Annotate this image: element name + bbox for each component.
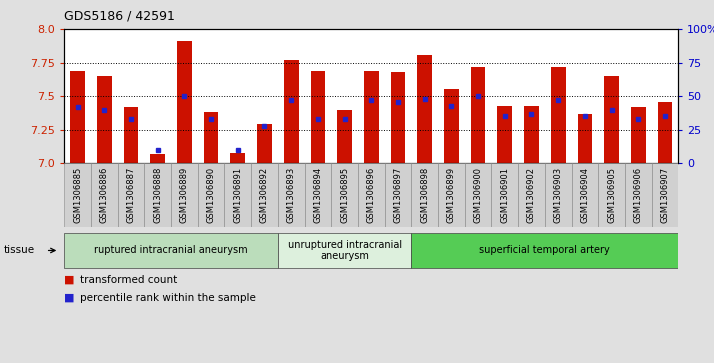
Bar <box>491 163 518 227</box>
Bar <box>144 163 171 227</box>
Bar <box>278 163 305 227</box>
Text: GSM1306889: GSM1306889 <box>180 167 189 223</box>
Bar <box>198 163 224 227</box>
Text: unruptured intracranial
aneurysm: unruptured intracranial aneurysm <box>288 240 402 261</box>
Bar <box>64 163 91 227</box>
Text: GSM1306904: GSM1306904 <box>580 167 589 223</box>
Bar <box>311 71 325 163</box>
Text: GSM1306905: GSM1306905 <box>607 167 616 223</box>
Bar <box>524 106 539 163</box>
Bar <box>391 72 406 163</box>
Bar <box>578 114 592 163</box>
Bar <box>231 152 245 163</box>
Text: GSM1306893: GSM1306893 <box>287 167 296 223</box>
Text: GSM1306892: GSM1306892 <box>260 167 269 223</box>
Bar <box>305 163 331 227</box>
Text: GSM1306890: GSM1306890 <box>206 167 216 223</box>
Text: GSM1306895: GSM1306895 <box>340 167 349 223</box>
Bar <box>151 154 165 163</box>
Bar <box>652 163 678 227</box>
Text: ruptured intracranial aneurysm: ruptured intracranial aneurysm <box>94 245 248 256</box>
Text: GSM1306902: GSM1306902 <box>527 167 536 223</box>
Bar <box>411 233 678 268</box>
Bar <box>70 71 85 163</box>
Bar <box>550 67 565 163</box>
Bar <box>498 106 512 163</box>
Text: GSM1306885: GSM1306885 <box>73 167 82 223</box>
Bar <box>571 163 598 227</box>
Bar <box>625 163 652 227</box>
Bar <box>224 163 251 227</box>
Text: percentile rank within the sample: percentile rank within the sample <box>80 293 256 303</box>
Bar <box>631 107 645 163</box>
Bar <box>331 163 358 227</box>
Bar <box>471 67 486 163</box>
Text: GSM1306888: GSM1306888 <box>154 167 162 223</box>
Bar <box>177 41 192 163</box>
Bar <box>203 112 218 163</box>
Bar <box>358 163 385 227</box>
Bar <box>171 163 198 227</box>
Bar <box>658 102 673 163</box>
Text: GSM1306891: GSM1306891 <box>233 167 242 223</box>
Bar <box>97 76 111 163</box>
Bar <box>598 163 625 227</box>
Bar <box>124 107 139 163</box>
Bar <box>278 233 411 268</box>
Bar <box>545 163 571 227</box>
Text: GSM1306887: GSM1306887 <box>126 167 136 223</box>
Bar <box>411 163 438 227</box>
Bar <box>364 71 378 163</box>
Text: transformed count: transformed count <box>80 274 177 285</box>
Text: tissue: tissue <box>4 245 35 256</box>
Bar <box>118 163 144 227</box>
Bar <box>604 76 619 163</box>
Bar <box>284 60 298 163</box>
Bar <box>337 110 352 163</box>
Bar <box>518 163 545 227</box>
Text: GSM1306901: GSM1306901 <box>501 167 509 223</box>
Text: superficial temporal artery: superficial temporal artery <box>479 245 610 256</box>
Text: GDS5186 / 42591: GDS5186 / 42591 <box>64 9 175 22</box>
Text: ■: ■ <box>64 293 75 303</box>
Bar <box>257 125 272 163</box>
Bar <box>64 233 278 268</box>
Bar <box>385 163 411 227</box>
Bar <box>438 163 465 227</box>
Bar <box>251 163 278 227</box>
Text: GSM1306897: GSM1306897 <box>393 167 403 223</box>
Text: GSM1306886: GSM1306886 <box>100 167 109 223</box>
Bar <box>417 54 432 163</box>
Bar <box>444 90 458 163</box>
Text: GSM1306896: GSM1306896 <box>367 167 376 223</box>
Text: ■: ■ <box>64 274 75 285</box>
Text: GSM1306903: GSM1306903 <box>553 167 563 223</box>
Text: GSM1306906: GSM1306906 <box>634 167 643 223</box>
Text: GSM1306899: GSM1306899 <box>447 167 456 223</box>
Text: GSM1306907: GSM1306907 <box>660 167 670 223</box>
Bar <box>465 163 491 227</box>
Text: GSM1306900: GSM1306900 <box>473 167 483 223</box>
Text: GSM1306894: GSM1306894 <box>313 167 323 223</box>
Bar <box>91 163 118 227</box>
Text: GSM1306898: GSM1306898 <box>420 167 429 223</box>
